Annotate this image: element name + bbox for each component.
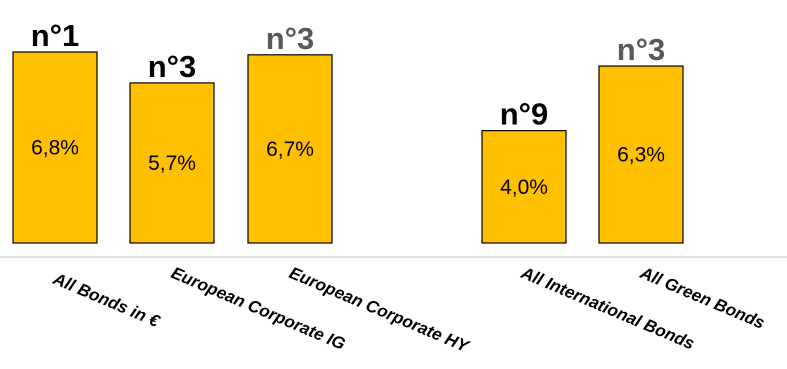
value-label-2: 5,7% bbox=[148, 152, 196, 175]
rank-label-5: n°9 bbox=[500, 97, 549, 132]
bar-1 bbox=[12, 51, 98, 244]
value-label-1: 6,8% bbox=[31, 137, 79, 160]
rank-label-6: n°3 bbox=[617, 32, 666, 67]
bar-2 bbox=[129, 82, 215, 244]
bar-5 bbox=[481, 130, 567, 244]
value-label-6: 6,3% bbox=[617, 144, 665, 167]
bars-group bbox=[12, 51, 684, 244]
rank-label-3: n°3 bbox=[266, 21, 315, 56]
rank-label-2: n°3 bbox=[148, 49, 197, 84]
bar-6 bbox=[598, 65, 684, 244]
value-label-3: 6,7% bbox=[266, 138, 314, 161]
rank-label-1: n°1 bbox=[31, 18, 80, 53]
bar-3 bbox=[247, 54, 333, 244]
category-label-1: All Bonds in € bbox=[50, 269, 164, 332]
value-label-5: 4,0% bbox=[500, 176, 548, 199]
